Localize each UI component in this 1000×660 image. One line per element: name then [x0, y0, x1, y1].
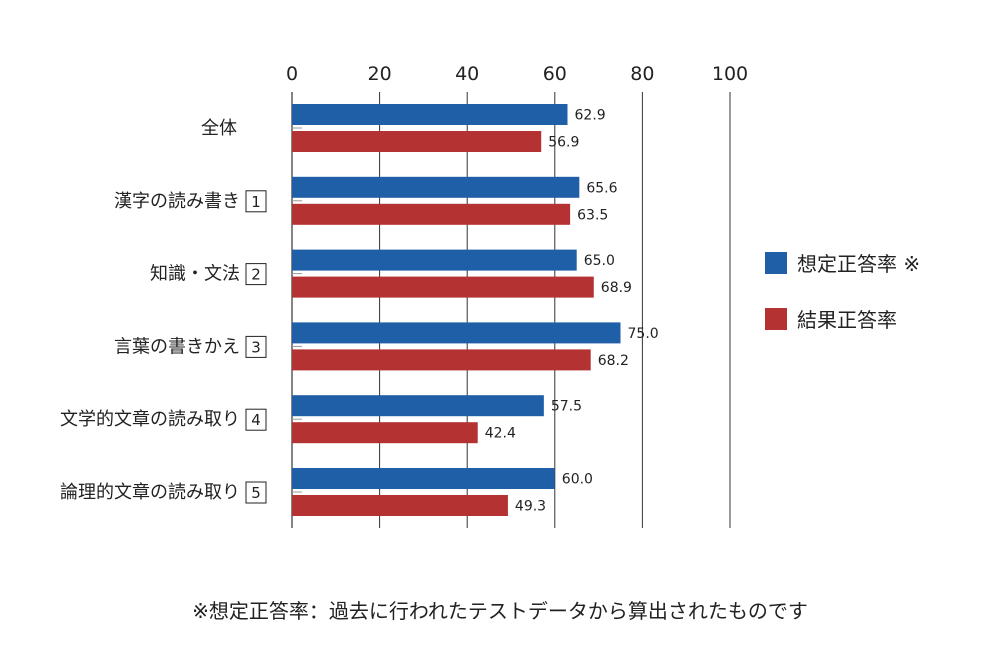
category-number: 3	[251, 338, 261, 356]
bar-expected	[292, 322, 621, 344]
footnote: ※想定正答率：過去に行われたテストデータから算出されたものです	[192, 599, 808, 623]
x-tick-label: 40	[455, 63, 479, 85]
data-label: 68.9	[601, 280, 632, 296]
data-label: 75.0	[628, 326, 659, 342]
x-tick-label: 100	[712, 63, 748, 85]
category-number-box	[245, 263, 267, 286]
bar-expected	[292, 395, 544, 417]
category-number-box	[245, 335, 267, 358]
data-label: 62.9	[575, 108, 606, 124]
category-number-box	[245, 190, 267, 213]
category-number-box	[245, 408, 267, 431]
bar-result	[292, 495, 508, 516]
data-label: 65.6	[586, 180, 617, 196]
bar-result	[292, 349, 591, 371]
bar-result	[292, 422, 478, 444]
category-label: 知識・文法	[150, 264, 240, 285]
category-number-box	[245, 481, 267, 504]
bar-result	[292, 131, 542, 152]
x-axis-tick-labels: 0 20 40 60 80 100	[286, 63, 748, 85]
bar-chart: 0 20 40 60 80 100 62.9 56.9 65.6 63.5 65.0 68.9 75.…	[60, 63, 920, 528]
category-label: 言葉の書きかえ	[114, 336, 240, 357]
data-label: 49.3	[515, 499, 546, 515]
x-tick-label: 60	[543, 63, 567, 85]
x-tick-label: 0	[286, 63, 298, 85]
data-label: 60.0	[562, 472, 593, 488]
legend-label: 結果正答率	[797, 308, 897, 332]
bars: 62.9 56.9 65.6 63.5 65.0 68.9 75.0 68.2 57.5 42.4…	[292, 104, 659, 516]
x-tick-label: 80	[630, 63, 654, 85]
bar-expected	[292, 468, 555, 489]
legend-swatch	[765, 252, 787, 274]
legend-label: 想定正答率 ※	[797, 252, 920, 276]
bar-expected	[292, 104, 568, 125]
data-label: 65.0	[584, 253, 615, 269]
legend: 想定正答率 ※ 結果正答率	[765, 252, 920, 332]
category-label: 全体	[201, 118, 237, 139]
category-label: 文学的文章の読み取り	[60, 409, 240, 430]
bar-result	[292, 276, 594, 298]
category-number: 5	[251, 484, 261, 502]
category-label: 漢字の読み書き	[114, 191, 240, 212]
category-number: 2	[251, 266, 261, 284]
x-tick-label: 20	[368, 63, 392, 85]
data-label: 63.5	[577, 207, 608, 223]
category-number: 4	[251, 411, 261, 429]
data-label: 42.4	[485, 426, 516, 442]
category-label: 論理的文章の読み取り	[60, 482, 240, 503]
data-label: 56.9	[548, 135, 579, 151]
data-label: 57.5	[551, 399, 582, 415]
bar-expected	[292, 249, 577, 271]
legend-swatch	[765, 308, 787, 330]
grid-lines	[291, 92, 731, 528]
bar-expected	[292, 176, 580, 198]
bar-result	[292, 203, 571, 225]
category-number: 1	[251, 193, 261, 211]
data-label: 68.2	[598, 353, 629, 369]
